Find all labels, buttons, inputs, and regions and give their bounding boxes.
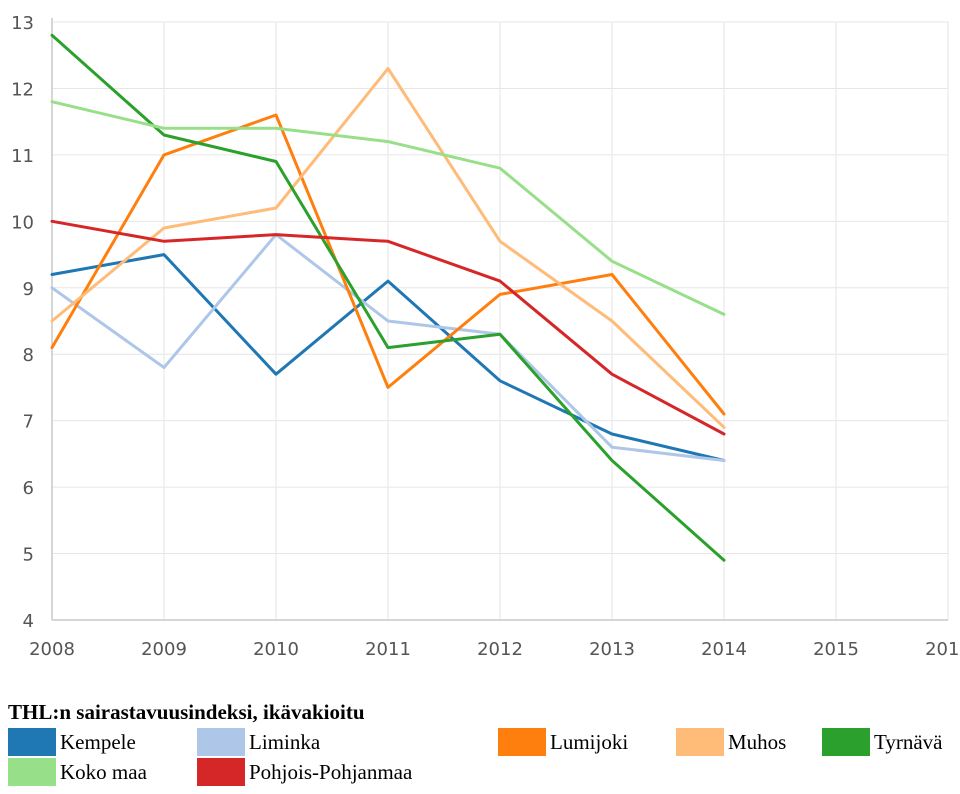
x-tick-label: 2014 (701, 639, 747, 660)
x-tick-label: 2012 (477, 639, 523, 660)
y-tick-label: 12 (11, 79, 34, 100)
y-tick-label: 13 (11, 13, 34, 34)
y-tick-label: 9 (23, 279, 34, 300)
legend-label: Koko maa (60, 760, 147, 785)
x-tick-label: 2010 (253, 639, 299, 660)
legend-label: Tyrnävä (874, 730, 943, 755)
x-tick-label: 2013 (589, 639, 635, 660)
legend-swatch (498, 728, 546, 756)
legend-item-lumijoki: Lumijoki (498, 727, 628, 757)
legend-title: THL:n sairastavuusindeksi, ikävakioitu (8, 700, 365, 725)
legend-swatch (676, 728, 724, 756)
x-tick-label: 2008 (29, 639, 75, 660)
grid-lines (52, 22, 948, 620)
legend-label: Kempele (60, 730, 136, 755)
legend-item-koko-maa: Koko maa (8, 757, 147, 787)
legend-label: Pohjois-Pohjanmaa (249, 760, 412, 785)
x-tick-label: 2016 (925, 639, 960, 660)
y-tick-label: 8 (23, 345, 34, 366)
legend-label: Liminka (249, 730, 320, 755)
legend-label: Lumijoki (550, 730, 628, 755)
legend-swatch (822, 728, 870, 756)
x-tick-label: 2015 (813, 639, 859, 660)
y-tick-label: 6 (23, 478, 34, 499)
line-chart: 4 5 6 7 8 9 10 11 12 13 2008 2009 2010 2011 2012 2013 20… (0, 0, 960, 690)
y-tick-label: 11 (11, 146, 34, 167)
legend-swatch (8, 728, 56, 756)
legend-swatch (8, 758, 56, 786)
legend-swatch (197, 758, 245, 786)
legend-item-pohjois-pohjanmaa: Pohjois-Pohjanmaa (197, 757, 412, 787)
x-tick-label: 2009 (141, 639, 187, 660)
legend-item-tyrnava: Tyrnävä (822, 727, 943, 757)
legend-item-liminka: Liminka (197, 727, 320, 757)
legend-item-muhos: Muhos (676, 727, 786, 757)
y-tick-label: 10 (11, 212, 34, 233)
legend-swatch (197, 728, 245, 756)
y-tick-label: 5 (23, 545, 34, 566)
y-tick-label: 4 (23, 611, 34, 632)
legend-label: Muhos (728, 730, 786, 755)
y-tick-label: 7 (23, 412, 34, 433)
legend-item-kempele: Kempele (8, 727, 136, 757)
x-tick-label: 2011 (365, 639, 411, 660)
